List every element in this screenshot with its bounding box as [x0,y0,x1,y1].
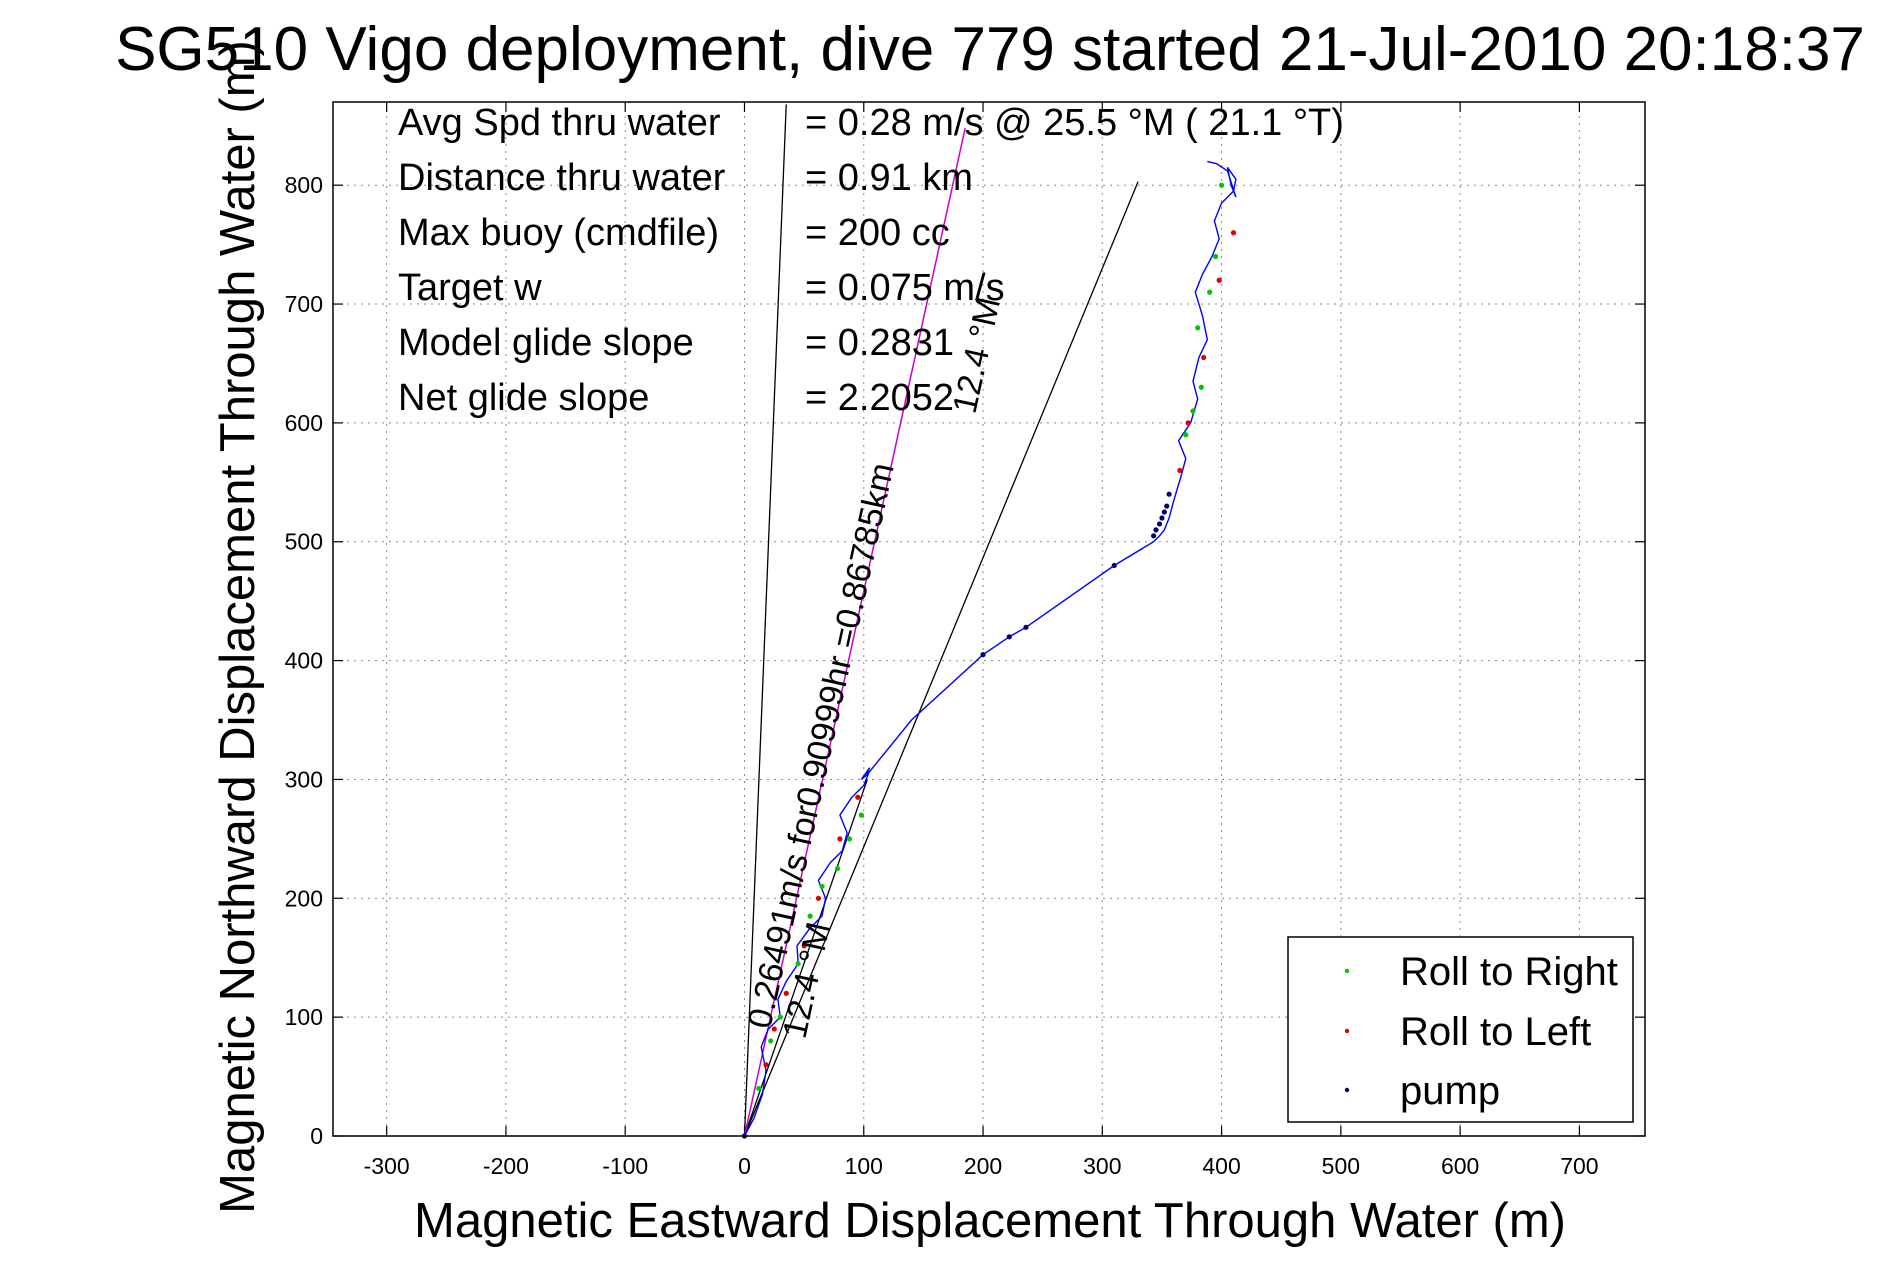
y-tick-label: 200 [285,885,323,911]
roll-right-point [1195,325,1201,331]
info-label-distance: Distance thru water [398,157,726,199]
x-tick-label: 100 [845,1153,883,1179]
pump-point [1164,503,1170,509]
y-tick-label: 100 [285,1004,323,1030]
x-tick-label: 0 [738,1153,751,1179]
info-value-target-w: = 0.075 m/s [805,267,1005,309]
y-tick-label: 500 [285,529,323,555]
reference-line [743,104,787,1137]
x-axis-ticks: -300 -200 -100 0 100 200 300 400 500 600 700 [364,102,1599,1179]
y-tick-label: 400 [285,648,323,674]
pump-point [1161,509,1167,515]
x-tick-label: 600 [1441,1153,1479,1179]
roll-left-point [815,895,822,901]
y-tick-label: 600 [285,410,323,436]
roll-left-point [1230,230,1237,236]
roll-right-point [756,1085,762,1092]
pump-point [1006,634,1012,640]
reference-line [743,181,1139,1137]
heading-line [743,127,966,1137]
roll-and-pump-markers [741,182,1237,1139]
pump-point [1023,624,1029,630]
roll-left-point [1177,467,1183,474]
legend-marker-roll-left [1344,1028,1350,1034]
info-label-max-buoy: Max buoy (cmdfile) [398,212,719,254]
info-value-model-glide: = 0.2831 [805,322,954,364]
x-tick-label: 400 [1202,1153,1240,1179]
x-tick-label: 300 [1083,1153,1121,1179]
info-value-max-buoy: = 200 cc [805,212,950,254]
info-value-avg-speed: = 0.28 m/s @ 25.5 °M ( 21.1 °T) [805,102,1344,144]
roll-right-point [1198,384,1204,390]
roll-left-point [763,1062,769,1068]
roll-left-point [801,943,807,949]
roll-right-point [795,961,801,967]
x-tick-label: 500 [1322,1153,1360,1179]
x-tick-label: -100 [602,1153,648,1179]
chart-title: SG510 Vigo deployment, dive 779 started … [115,15,1865,84]
legend-label-pump: pump [1400,1069,1500,1113]
pump-point [1153,527,1159,533]
legend-label-roll-left: Roll to Left [1400,1010,1591,1054]
legend-marker-pump [1344,1087,1350,1093]
roll-right-point [1213,253,1219,260]
pump-point [1166,491,1172,497]
x-tick-label: 700 [1560,1153,1598,1179]
roll-left-point [1216,277,1222,283]
roll-left-point [1201,354,1207,361]
roll-left-point [1185,420,1191,426]
roll-left-point [783,990,789,996]
dive-track [743,160,1237,1137]
x-tick-label: -300 [364,1153,410,1179]
x-tick-label: -200 [483,1153,529,1179]
info-label-net-glide: Net glide slope [398,377,649,419]
y-tick-label: 700 [285,291,323,317]
pump-point [980,652,986,658]
x-axis-label: Magnetic Eastward Displacement Through W… [414,1194,1566,1248]
roll-right-point [777,1014,783,1020]
pump-point [1159,515,1165,521]
y-axis-label: Magnetic Northward Displacement Through … [211,40,265,1214]
legend-marker-roll-right [1344,968,1350,974]
pump-point [1150,533,1157,539]
info-label-avg-speed: Avg Spd thru water [398,102,721,144]
y-tick-label: 300 [285,766,323,792]
roll-left-point [771,1026,777,1032]
roll-right-point [1207,289,1213,295]
info-label-model-glide: Model glide slope [398,322,694,364]
roll-right-point [1183,432,1189,438]
legend-label-roll-right: Roll to Right [1400,950,1618,994]
roll-right-point [1218,182,1225,188]
roll-right-point [768,1038,774,1044]
roll-right-point [834,865,841,872]
roll-right-point [807,913,813,919]
info-value-net-glide: = 2.2052 [805,377,954,419]
legend: Roll to Right Roll to Left pump [1287,936,1634,1123]
pump-point [1156,521,1163,527]
x-tick-label: 200 [964,1153,1002,1179]
pump-point [1111,562,1117,569]
y-tick-label: 800 [285,172,323,198]
roll-left-point [837,836,843,842]
y-axis-ticks: 0 100 200 300 400 500 600 700 800 [285,172,1645,1149]
roll-right-point [819,883,825,890]
roll-right-point [846,836,853,842]
y-tick-label: 0 [310,1123,323,1149]
info-block: Avg Spd thru water = 0.28 m/s @ 25.5 °M … [398,102,1344,419]
roll-right-point [1190,408,1196,414]
plot-area-frame [332,101,1646,1137]
track-line [743,160,1237,1137]
roll-right-point [858,812,864,818]
roll-left-point [855,794,861,800]
info-value-distance: = 0.91 km [805,157,973,199]
info-label-target-w: Target w [398,267,542,309]
